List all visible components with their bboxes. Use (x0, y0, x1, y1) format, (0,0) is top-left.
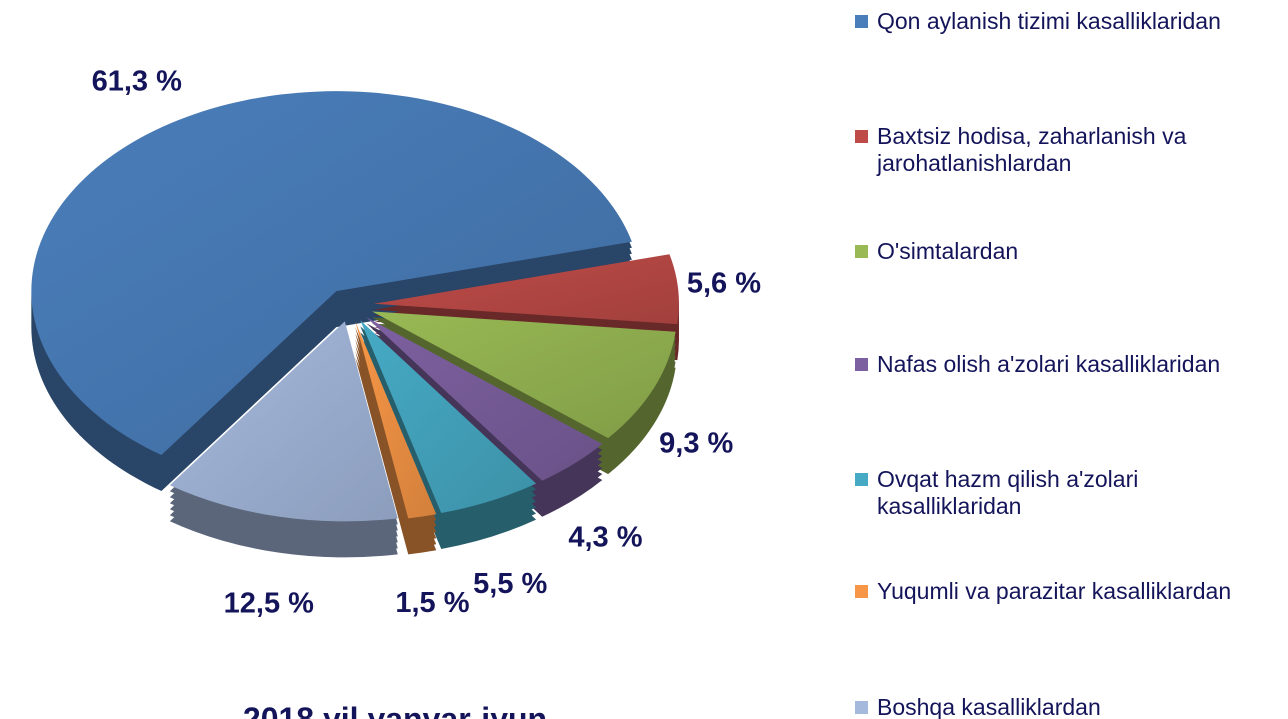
chart: 2018 yil yanvar-iyun 61,3 % 5,6 % 9,3 % 4,3… (31, 66, 761, 719)
legend-swatch (855, 130, 868, 143)
legend-swatch (855, 245, 868, 258)
slice (355, 321, 437, 519)
legend-label: Boshqa kasalliklardan (877, 694, 1101, 719)
slice (169, 321, 398, 522)
slice (31, 91, 632, 456)
legend-item: Yuqumli va parazitar kasalliklardan (855, 578, 1275, 605)
legend-item: Boshqa kasalliklardan (855, 694, 1275, 719)
value-label: 5,5 % (473, 568, 547, 600)
value-label: 1,5 % (395, 587, 469, 619)
slice (373, 254, 679, 325)
legend-swatch (855, 473, 868, 486)
slice-tops (31, 91, 679, 522)
legend-item: Ovqat hazm qilish a'zolari kasalliklarid… (855, 466, 1275, 520)
value-label: 5,6 % (687, 268, 761, 300)
slice (372, 311, 676, 439)
legend-swatch (855, 701, 868, 714)
slice (366, 317, 603, 481)
chart-title: 2018 yil yanvar-iyun (243, 701, 547, 719)
legend-label: Qon aylanish tizimi kasalliklaridan (877, 8, 1221, 34)
legend-swatch (855, 358, 868, 371)
legend-label: Baxtsiz hodisa, zaharlanish va jarohatla… (877, 123, 1187, 176)
legend-label: Nafas olish a'zolari kasalliklaridan (877, 351, 1221, 377)
slice (360, 320, 537, 514)
legend-item: Baxtsiz hodisa, zaharlanish va jarohatla… (855, 123, 1275, 177)
value-label: 12,5 % (224, 587, 314, 619)
legend-label: Ovqat hazm qilish a'zolari kasalliklarid… (877, 466, 1139, 519)
legend-swatch (855, 585, 868, 598)
legend-swatch (855, 15, 868, 28)
value-label: 9,3 % (659, 427, 733, 459)
value-label: 61,3 % (92, 66, 182, 98)
legend-item: Nafas olish a'zolari kasalliklaridan (855, 351, 1275, 378)
legend-label: Yuqumli va parazitar kasalliklardan (877, 578, 1232, 604)
legend-item: O'simtalardan (855, 238, 1275, 265)
value-label: 4,3 % (568, 521, 642, 553)
legend-label: O'simtalardan (877, 238, 1019, 264)
legend-item: Qon aylanish tizimi kasalliklaridan (855, 8, 1275, 35)
